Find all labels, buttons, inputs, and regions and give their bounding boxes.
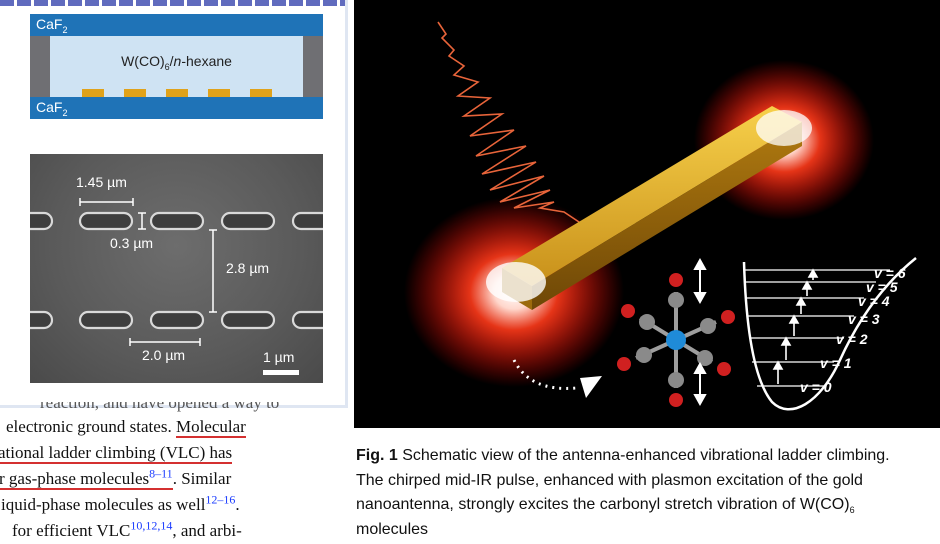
level-label-v4: v = 4 xyxy=(858,293,890,309)
scale-bar-label: 1 µm xyxy=(263,349,295,365)
caf2-top-window: CaF2 xyxy=(30,14,323,36)
illustration-drawing: v = 0 v = 1 v = 2 v = 3 v = 4 v = 5 v = … xyxy=(404,21,917,411)
level-label-v5: v = 5 xyxy=(866,279,898,295)
width-label: 1.45 µm xyxy=(76,174,127,190)
gold-antenna-pad xyxy=(82,89,104,97)
gold-antenna-pad xyxy=(166,89,188,97)
chirped-pulse xyxy=(437,21,595,233)
antenna-rod xyxy=(30,310,54,330)
gold-antenna-pad xyxy=(208,89,230,97)
dotted-arrow xyxy=(512,359,577,390)
antenna-rod xyxy=(149,310,205,330)
antenna-rod xyxy=(291,310,323,330)
spacer-right xyxy=(303,36,323,97)
gap-label: 0.3 µm xyxy=(110,235,154,251)
scale-bar xyxy=(263,370,299,375)
text-line: iquid-phase molecules as well12–16. xyxy=(1,492,240,514)
gold-antenna-pad xyxy=(124,89,146,97)
sem-drawing xyxy=(30,198,323,375)
solution-layer: W(CO)6/n-hexane xyxy=(50,36,303,97)
level-label-v0: v = 0 xyxy=(800,379,832,395)
vibrational-levels xyxy=(744,269,890,387)
caption-line: The chirped mid-IR pulse, enhanced with … xyxy=(356,471,863,489)
wco6-molecule xyxy=(617,273,735,407)
text-line: r gas-phase molecules8–11. Similar xyxy=(0,466,232,490)
antenna-rod xyxy=(30,211,54,231)
row-spacing-label: 2.8 µm xyxy=(226,260,270,276)
antenna-rod xyxy=(220,211,276,231)
pitch-label: 2.0 µm xyxy=(142,347,186,363)
caption-line: Fig. 1 Schematic view of the antenna-enh… xyxy=(356,447,890,464)
figure-panel-left: CaF2 W(CO)6/n-hexane CaF2 xyxy=(0,0,348,408)
excitation-arrows xyxy=(772,268,819,384)
gold-antenna-pad xyxy=(250,89,272,97)
level-label-v6: v = 6 xyxy=(874,265,906,281)
solution-label: W(CO)6/n-hexane xyxy=(121,53,232,72)
antenna-rod xyxy=(78,211,134,231)
caption-line: molecules xyxy=(356,520,429,538)
spacer-left xyxy=(30,36,50,97)
caption-line: nanoantenna, strongly excites the carbon… xyxy=(356,496,855,516)
stretch-arrows xyxy=(693,257,707,407)
level-label-v3: v = 3 xyxy=(848,311,880,327)
antenna-rod xyxy=(149,211,205,231)
cell-schematic: CaF2 W(CO)6/n-hexane CaF2 xyxy=(30,14,323,120)
antenna-rod xyxy=(291,211,323,231)
cropped-text-strip xyxy=(0,0,345,6)
text-line: ational ladder climbing (VLC) has xyxy=(0,443,233,464)
level-label-v1: v = 1 xyxy=(820,355,852,371)
potential-curve xyxy=(742,257,917,411)
text-line: for efficient VLC10,12,14, and arbi- xyxy=(12,518,242,540)
text-line-cropped: reaction, and have opened a way to xyxy=(40,393,280,412)
antenna-rod xyxy=(78,310,134,330)
antenna-illustration: v = 0 v = 1 v = 2 v = 3 v = 4 v = 5 v = … xyxy=(354,0,940,428)
caf2-bottom-window: CaF2 xyxy=(30,97,323,119)
text-line: electronic ground states. Molecular xyxy=(6,417,246,438)
antenna-rod xyxy=(220,310,276,330)
sem-micrograph: 1.45 µm 0.3 µm 2.8 µm 2.0 µm 1 µm xyxy=(30,154,323,383)
figure-label: Fig. 1 xyxy=(356,447,398,464)
level-label-v2: v = 2 xyxy=(836,331,868,347)
